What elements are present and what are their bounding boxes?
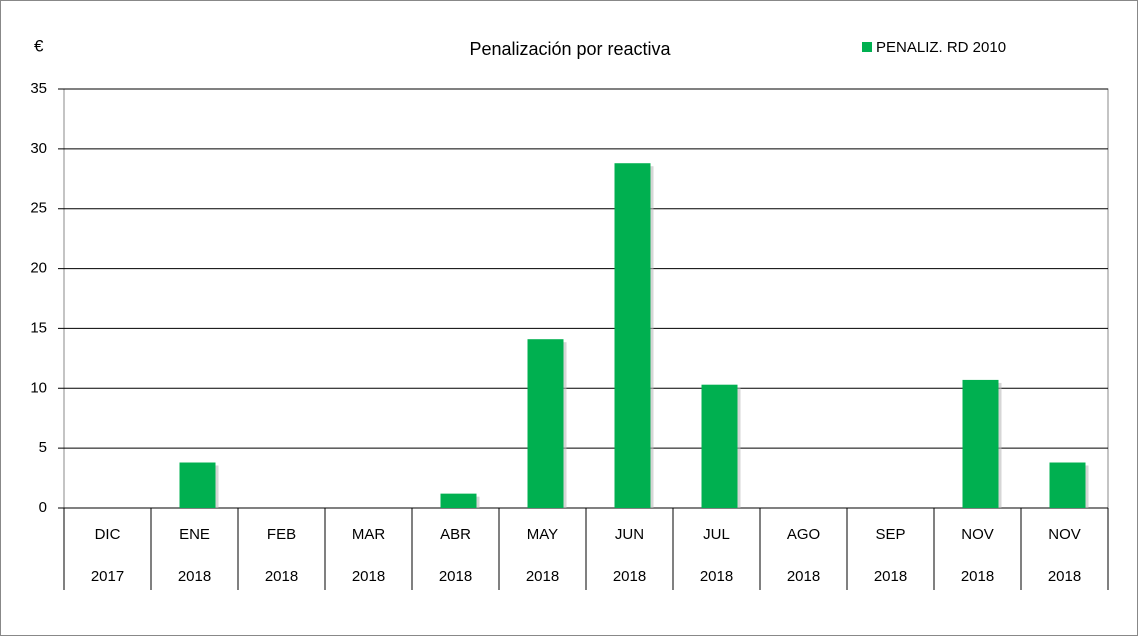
x-tick-label: 2018 bbox=[526, 568, 559, 585]
y-tick-label: 15 bbox=[30, 319, 47, 336]
x-tick-label: AGO bbox=[787, 526, 820, 543]
x-tick-label: MAR bbox=[352, 526, 386, 543]
x-tick-label: 2018 bbox=[700, 568, 733, 585]
x-tick-label: JUL bbox=[703, 526, 730, 543]
x-tick-label: FEB bbox=[267, 526, 296, 543]
x-tick-label: 2018 bbox=[352, 568, 385, 585]
x-tick-label: 2018 bbox=[787, 568, 820, 585]
y-tick-label: 5 bbox=[39, 439, 47, 456]
x-tick-label: ABR bbox=[440, 526, 471, 543]
y-tick-label: 10 bbox=[30, 379, 47, 396]
y-tick-label: 35 bbox=[30, 80, 47, 97]
x-tick-label: 2018 bbox=[178, 568, 211, 585]
bar bbox=[440, 493, 477, 508]
y-tick-label: 0 bbox=[39, 499, 47, 516]
x-tick-label: NOV bbox=[1048, 526, 1081, 543]
x-tick-label: MAY bbox=[527, 526, 558, 543]
y-tick-label: 25 bbox=[30, 200, 47, 217]
x-tick-label: 2018 bbox=[439, 568, 472, 585]
bar bbox=[179, 462, 216, 508]
bar bbox=[614, 163, 651, 509]
x-tick-label: 2018 bbox=[874, 568, 907, 585]
x-tick-label: JUN bbox=[615, 526, 644, 543]
bar bbox=[527, 339, 564, 508]
x-tick-label: 2018 bbox=[1048, 568, 1081, 585]
y-axis-label: € bbox=[34, 36, 44, 55]
y-tick-label: 30 bbox=[30, 140, 47, 157]
bar bbox=[1049, 462, 1086, 508]
y-tick-label: 20 bbox=[30, 260, 47, 277]
x-tick-label: DIC bbox=[95, 526, 121, 543]
x-tick-label: ENE bbox=[179, 526, 210, 543]
x-tick-label: NOV bbox=[961, 526, 994, 543]
x-tick-label: 2017 bbox=[91, 568, 124, 585]
x-tick-label: 2018 bbox=[961, 568, 994, 585]
chart-title: Penalización por reactiva bbox=[469, 39, 671, 59]
x-tick-label: 2018 bbox=[265, 568, 298, 585]
bar bbox=[701, 384, 738, 508]
legend-swatch bbox=[862, 42, 872, 52]
legend-label: PENALIZ. RD 2010 bbox=[876, 39, 1006, 56]
bar bbox=[962, 379, 999, 508]
x-tick-label: 2018 bbox=[613, 568, 646, 585]
x-tick-label: SEP bbox=[875, 526, 905, 543]
